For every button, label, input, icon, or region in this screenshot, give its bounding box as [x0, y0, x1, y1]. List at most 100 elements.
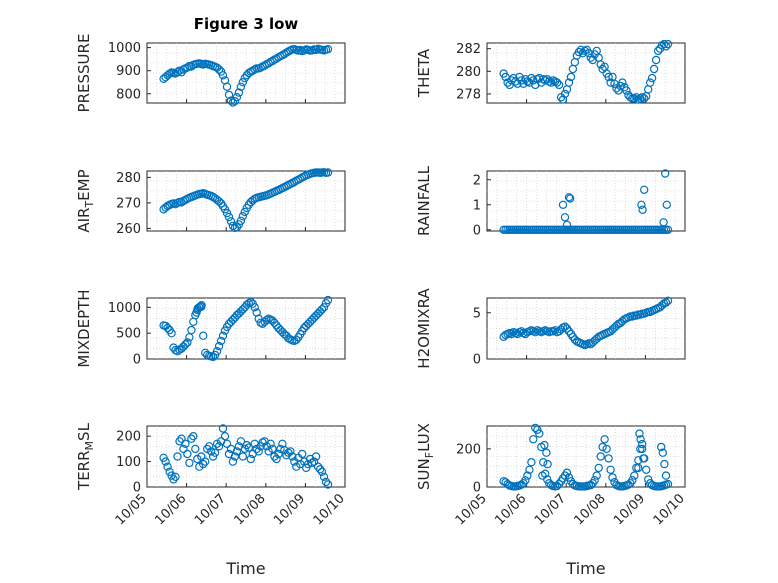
data-point	[268, 444, 277, 454]
data-point	[552, 78, 562, 87]
data-point	[321, 477, 331, 487]
data-point	[521, 476, 530, 485]
data-point	[232, 92, 242, 102]
data-point	[234, 88, 244, 97]
data-point	[525, 465, 534, 474]
data-point	[606, 78, 615, 87]
data-point	[189, 432, 198, 441]
data-point	[173, 452, 182, 461]
data-point	[319, 303, 329, 312]
data-point	[212, 347, 222, 356]
x-tick-label: 10/06	[492, 491, 529, 528]
x-tick-label: 10/05	[453, 491, 490, 528]
data-point	[183, 449, 192, 459]
data-point	[220, 432, 230, 441]
data-point	[187, 325, 196, 335]
y-tick-label: 100	[116, 455, 141, 470]
data-point	[539, 458, 548, 467]
data-point	[216, 336, 226, 346]
data-point	[642, 465, 651, 474]
data-point	[218, 71, 228, 80]
x-tick-label: 10/07	[192, 491, 229, 528]
data-point	[554, 80, 564, 90]
data-point	[181, 439, 190, 448]
data-point	[660, 459, 669, 469]
series-markers	[159, 168, 333, 233]
data-point	[315, 465, 325, 474]
data-point	[238, 77, 247, 87]
data-point	[574, 47, 584, 57]
y-tick-label: 0	[473, 481, 481, 496]
data-point	[622, 86, 631, 95]
data-point	[210, 448, 220, 457]
y-axis-label: AIRTEMP	[75, 169, 96, 232]
data-point	[224, 212, 234, 222]
y-tick-label: 0	[133, 481, 141, 496]
data-point	[274, 449, 283, 459]
subplot-2: 278 280 282 THETA	[415, 39, 686, 104]
data-point	[543, 459, 552, 469]
data-point	[298, 449, 307, 459]
data-point	[242, 440, 251, 450]
series-markers	[499, 296, 673, 350]
data-point	[566, 194, 575, 203]
data-point	[266, 439, 275, 448]
data-point	[292, 335, 301, 345]
y-axis-label: THETA	[415, 48, 433, 98]
data-point	[630, 471, 639, 480]
y-tick-label: 0	[473, 223, 481, 238]
y-axis-label: SUNFLUX	[415, 423, 436, 490]
y-tick-label: 800	[116, 87, 141, 102]
data-point	[224, 90, 234, 100]
data-point	[564, 193, 574, 202]
x-tick-label: 10/09	[271, 491, 308, 528]
y-tick-label: 1000	[108, 41, 141, 56]
y-tick-label: 900	[116, 64, 141, 79]
data-point	[276, 444, 285, 454]
data-point	[606, 465, 615, 474]
data-point	[171, 199, 180, 209]
data-point	[604, 454, 613, 463]
data-point	[661, 42, 671, 51]
series-markers	[159, 295, 333, 362]
data-point	[311, 452, 321, 461]
subplot-4: 0 1 2 RAINFALL	[415, 165, 686, 238]
data-point	[636, 435, 645, 444]
data-point	[230, 452, 240, 461]
data-point	[244, 443, 253, 452]
data-point	[527, 458, 536, 467]
data-point	[558, 200, 568, 209]
data-point	[181, 340, 190, 349]
data-point	[214, 442, 224, 451]
data-point	[254, 447, 263, 456]
data-point	[286, 447, 295, 456]
subplot-3: 260 270 280 AIRTEMP	[75, 168, 346, 237]
data-point	[640, 185, 649, 194]
data-point	[317, 305, 327, 314]
data-point	[218, 331, 228, 340]
data-point	[198, 459, 208, 469]
data-point	[260, 61, 269, 70]
data-point	[246, 297, 255, 307]
data-point	[527, 73, 536, 83]
data-point	[230, 96, 240, 106]
data-point	[602, 444, 611, 454]
series-markers	[499, 169, 673, 234]
data-point	[594, 463, 603, 473]
data-point	[226, 217, 236, 226]
y-tick-label: 200	[116, 430, 141, 445]
y-axis-label: MIXDEPTH	[75, 289, 93, 367]
data-point	[564, 78, 574, 87]
data-point	[626, 93, 635, 102]
data-point	[288, 452, 297, 461]
y-axis-label: RAINFALL	[415, 165, 433, 236]
data-point	[634, 463, 643, 473]
data-point	[657, 41, 667, 50]
y-tick-label: 270	[116, 196, 141, 211]
data-point	[638, 205, 647, 214]
y-tick-label: 2	[473, 173, 481, 188]
data-point	[204, 442, 214, 451]
data-point	[661, 471, 671, 480]
data-point	[566, 72, 576, 82]
